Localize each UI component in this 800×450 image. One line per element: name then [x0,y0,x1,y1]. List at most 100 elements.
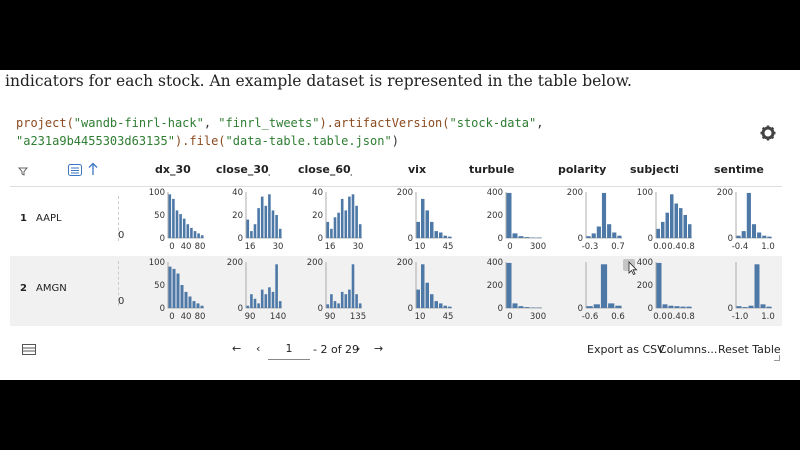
histogram-bar [766,306,772,308]
histogram-bar [683,215,687,238]
settings-gear-icon[interactable] [760,125,776,141]
page-total: - 2 of 29 [313,343,360,356]
histogram-bar [662,304,668,308]
list-icon[interactable] [68,164,82,176]
histogram-bar [186,224,190,238]
code-sep: , [203,116,219,130]
histogram-bar [358,224,362,238]
x-tick-label: 40 [181,312,192,322]
y-tick-label: 0 [648,304,653,314]
intro-paragraph: indicators for each stock. An example da… [5,72,632,90]
histogram-bar [600,264,608,308]
histogram-bar [434,231,438,238]
column-header-vix[interactable]: vix [408,163,427,176]
column-header-close-30[interactable]: close_30_s [216,163,270,176]
histogram-bar [524,237,530,238]
histogram-cell[interactable]: 0-1.0 1.0 [710,256,776,322]
histogram-bar [253,224,257,238]
cursor-icon [623,259,638,276]
row-ticker: AMGN [36,283,67,294]
resize-handle[interactable] [774,355,780,361]
x-tick-label: 90 [325,312,336,322]
y-tick-label: 0 [408,234,413,244]
x-tick-label: 300 [530,312,546,322]
histogram-bar [680,306,686,308]
histogram-cell[interactable]: 100 50 00 40 80 [142,256,208,322]
histogram-bar [326,304,330,308]
row-number: 2 [20,283,27,294]
histogram-cell[interactable]: 400 200 00 300 [480,256,546,322]
reset-table-button[interactable]: Reset Table [718,343,781,356]
histogram-bar [175,210,179,238]
column-header-subjectivity[interactable]: subjectivi [630,163,678,176]
histogram-bar [674,203,678,238]
y-tick-label: 400 [487,188,503,198]
histogram-cell[interactable]: 200 090 140 [220,256,286,322]
y-tick-label: 40 [312,188,323,198]
histogram-bar [193,231,197,238]
histogram-cell[interactable]: 200 0-0.3 0.7 [560,186,626,252]
histogram-bar [416,221,420,238]
histogram-cell[interactable]: 0-0.6 0.6 [560,256,626,322]
histogram-bar [253,298,257,308]
export-csv-button[interactable]: Export as CSV [587,343,665,356]
histogram-bar [344,294,348,308]
axis-line [735,262,772,309]
columns-button[interactable]: Columns... [659,343,718,356]
filter-icon[interactable] [18,166,28,176]
row-ticker: AAPL [36,213,62,224]
axis-line [655,262,692,309]
histogram-bar [656,228,660,238]
x-tick-label: 90 [245,312,256,322]
table-row: 1 AAPL 0 100 50 0 0 40 80 40 20 0 16 30 40 20 0 16 30 20… [10,186,782,256]
code-string: "finrl_tweets" [218,116,320,130]
histogram-bar [686,306,692,308]
page-number-input[interactable]: 1 [268,339,310,360]
column-header-sentiment[interactable]: sentimen [714,163,764,176]
histogram-cell[interactable]: 400 200 00 300 [480,186,546,252]
histogram-cell[interactable]: 40 20 016 30 [300,186,366,252]
histogram-bar [197,233,200,238]
table-icon[interactable] [22,344,36,355]
histogram-bar [200,235,204,238]
histogram-cell[interactable]: 400 200 00.0 0.4 0.8 [630,256,696,322]
histogram-bar [355,205,358,238]
histogram-bar [340,198,344,238]
code-fn: ).artifactVersion( [319,116,450,130]
table-row: 2 AMGN 0 100 50 0 0 40 80 200 0 90 140 200 0 90 135 20… [10,256,782,326]
histogram-bar [443,305,447,308]
y-tick-label: 200 [637,281,653,291]
histogram-cell[interactable]: 100 50 00 40 80 [142,186,208,252]
histogram-cell[interactable]: 200 0-0.4 1.0 [710,186,776,252]
last-page-icon[interactable]: → [374,342,384,355]
histogram-cell[interactable]: 200 090 135 [300,256,366,322]
code-block: project("wandb-finrl-hack", "finrl_tweet… [8,108,782,154]
column-header-polarity[interactable]: polarity [558,163,607,176]
y-tick-label: 0 [578,304,583,314]
histogram-cell[interactable]: 200 010 45 [390,256,456,322]
histogram-cell[interactable]: 40 20 016 30 [220,186,286,252]
histogram-cell[interactable]: 200 010 45 [390,186,456,252]
x-tick-label: 140 [270,312,286,322]
histogram-bar [326,221,330,238]
histogram-bar [190,227,193,238]
first-page-icon[interactable]: ← [232,342,242,355]
x-tick-label: 80 [195,312,206,322]
column-header-close-60[interactable]: close_60_s [298,163,352,176]
next-page-icon[interactable]: › [356,342,361,355]
x-tick-label: 0 [507,242,512,252]
column-header-turbulence[interactable]: turbulenc [469,163,515,176]
y-tick-label: 0 [498,234,503,244]
histogram-bar [246,305,250,308]
histogram-bar [754,264,760,308]
histogram-cell[interactable]: 100 00.0 0.4 0.8 [630,186,696,252]
prev-page-icon[interactable]: ‹ [256,342,261,355]
histogram-bar [250,294,253,308]
y-tick-label: 200 [487,281,503,291]
column-header-dx-30[interactable]: dx_30 [155,163,191,176]
histogram-bar [351,194,355,238]
sort-up-icon[interactable] [88,162,98,176]
histogram-bar [330,294,333,308]
y-tick-label: 200 [397,188,413,198]
y-tick-label: 0 [318,234,323,244]
